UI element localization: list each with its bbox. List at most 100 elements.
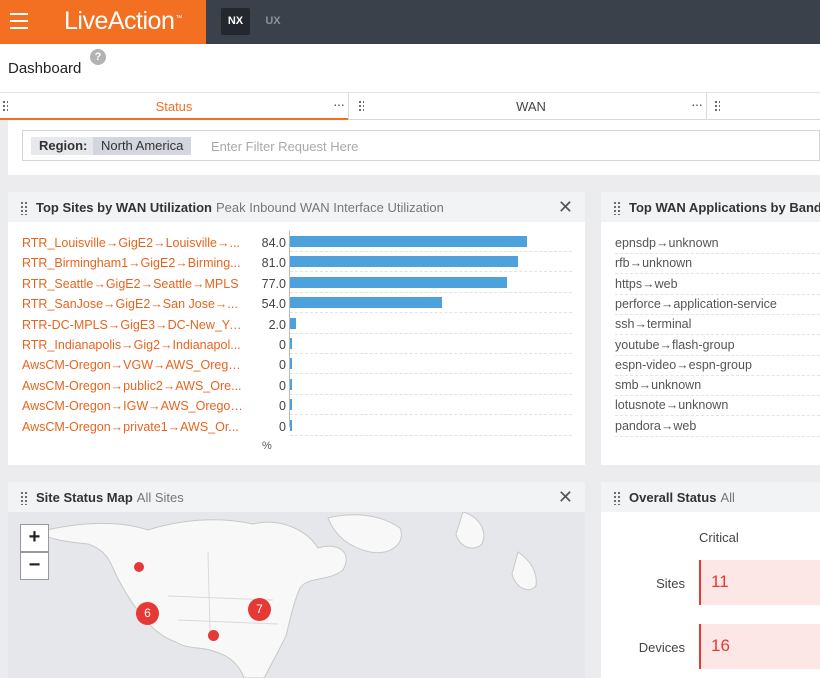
more-options-icon[interactable]: ···	[333, 96, 345, 112]
dashboard-tabs: Status ··· WAN ···	[0, 92, 820, 120]
widget-title: Overall Status All	[629, 490, 735, 505]
liveaction-logo[interactable]: LiveAction™	[64, 7, 182, 35]
list-item[interactable]: perforce→application-service	[615, 296, 777, 311]
bar[interactable]	[290, 358, 292, 370]
bar[interactable]	[290, 256, 519, 268]
list-item[interactable]: pandora→web	[615, 418, 697, 433]
overall-status-widget: Overall Status All Critical Sites 11 Devi…	[601, 482, 820, 678]
zoom-in-button[interactable]: +	[20, 524, 49, 552]
more-options-icon[interactable]: ···	[691, 96, 703, 112]
drag-handle-icon[interactable]	[714, 100, 720, 112]
grid-line	[290, 353, 572, 354]
hamburger-menu-icon[interactable]	[10, 13, 28, 29]
bar[interactable]	[290, 419, 292, 431]
site-link[interactable]: AwsCM-Oregon→VGW→AWS_Orego...	[22, 358, 244, 373]
bar[interactable]	[290, 236, 527, 247]
site-link[interactable]: RTR_Indianapolis→Gig2→Indianapol...	[22, 338, 241, 352]
tab-next[interactable]	[712, 93, 820, 120]
site-link[interactable]: RTR-DC-MPLS→GigE3→DC-New_Yor...	[22, 317, 244, 332]
list-item[interactable]: https→web	[615, 276, 678, 291]
tab-divider	[706, 93, 707, 120]
drag-handle-icon[interactable]	[613, 491, 621, 505]
bar[interactable]	[290, 297, 443, 309]
status-row-label: Devices	[638, 640, 685, 655]
filter-input[interactable]	[211, 135, 611, 157]
drag-handle-icon[interactable]	[20, 201, 28, 215]
site-value: 81.0	[261, 256, 286, 271]
filter-box[interactable]: Region: North America	[22, 130, 820, 161]
drag-handle-icon[interactable]	[20, 491, 28, 505]
close-icon[interactable]: ✕	[557, 197, 573, 217]
site-value: 0	[279, 338, 286, 352]
widget-title: Site Status Map All Sites	[36, 490, 184, 505]
site-marker[interactable]	[134, 562, 144, 572]
site-link[interactable]: RTR_Birmingham1→GigE2→Birming...	[22, 256, 241, 271]
bar[interactable]	[290, 317, 296, 329]
site-link[interactable]: AwsCM-Oregon→public2→AWS_Ore...	[22, 378, 242, 393]
site-link[interactable]: RTR_Louisville→GigE2→Louisville→...	[22, 236, 240, 250]
region-filter-value[interactable]: North America	[93, 137, 192, 155]
widget-header: Site Status Map All Sites ✕	[8, 482, 585, 512]
chart-axis	[289, 231, 290, 427]
row-divider	[615, 435, 820, 437]
table-row: RTR_Indianapolis→Gig2→Indianapol... 0	[22, 335, 582, 355]
widget-header: Top Sites by WAN Utilization Peak Inbound…	[8, 192, 585, 222]
list-item[interactable]: epnsdp→unknown	[615, 236, 719, 250]
grid-line	[290, 434, 572, 436]
site-link[interactable]: AwsCM-Oregon→private1→AWS_Or...	[22, 419, 239, 434]
widget-title: Top WAN Applications by Bandwi	[629, 200, 820, 215]
grid-line	[290, 414, 572, 416]
bar[interactable]	[290, 338, 292, 349]
site-map[interactable]: + − 6 7	[8, 512, 585, 678]
site-link[interactable]: AwsCM-Oregon→IGW→AWS_Oregon...	[22, 399, 244, 414]
list-item[interactable]: rfb→unknown	[615, 256, 693, 271]
site-cluster[interactable]: 6	[136, 602, 159, 625]
bar[interactable]	[290, 276, 508, 288]
site-link[interactable]: RTR_SanJose→GigE2→San Jose→...	[22, 297, 238, 312]
grid-line	[290, 393, 572, 395]
row-divider	[615, 313, 820, 315]
site-cluster[interactable]: 7	[248, 598, 271, 621]
widget-subtitle: All Sites	[136, 490, 184, 505]
drag-handle-icon[interactable]	[2, 100, 8, 112]
row-divider	[615, 293, 820, 295]
row-divider	[615, 395, 820, 397]
bar[interactable]	[290, 399, 292, 411]
site-value: 0	[279, 358, 286, 373]
zoom-out-button[interactable]: −	[20, 552, 49, 580]
site-marker[interactable]	[208, 630, 219, 641]
row-divider	[615, 415, 820, 417]
filter-bar: Region: North America	[8, 120, 820, 175]
site-link[interactable]: RTR_Seattle→GigE2→Seattle→MPLS	[22, 276, 239, 291]
widget-subtitle: Peak Inbound WAN Interface Utilization	[215, 200, 444, 215]
mode-tab-nx[interactable]: NX	[221, 8, 250, 35]
close-icon[interactable]: ✕	[557, 487, 573, 507]
brand-area: LiveAction™	[0, 0, 206, 44]
list-item[interactable]: smb→unknown	[615, 378, 702, 393]
drag-handle-icon[interactable]	[613, 201, 621, 215]
tab-status[interactable]: Status ···	[0, 93, 348, 120]
grid-line	[290, 271, 572, 273]
help-icon[interactable]: ?	[90, 49, 106, 65]
tab-divider	[348, 93, 349, 120]
list-item[interactable]: youtube→flash-group	[615, 337, 735, 352]
widget-header: Overall Status All	[601, 482, 820, 512]
list-item[interactable]: lotusnote→unknown	[615, 398, 729, 413]
widget-title: Top Sites by WAN Utilization Peak Inbound…	[36, 200, 444, 215]
column-header-critical: Critical	[699, 530, 739, 545]
critical-sites-count[interactable]: 11	[699, 560, 820, 605]
tab-wan[interactable]: WAN ···	[356, 93, 706, 120]
drag-handle-icon[interactable]	[358, 100, 364, 112]
list-item[interactable]: ssh→terminal	[615, 317, 692, 332]
row-divider	[615, 374, 820, 376]
top-apps-widget: Top WAN Applications by Bandwi epnsdp→un…	[601, 192, 820, 465]
mode-tab-ux[interactable]: UX	[265, 15, 281, 27]
site-value: 0	[279, 399, 286, 414]
bar[interactable]	[290, 378, 292, 390]
critical-devices-count[interactable]: 16	[699, 624, 820, 669]
list-item[interactable]: espn-video→espn-group	[615, 357, 752, 372]
grid-line	[290, 251, 572, 252]
table-row: RTR_Louisville→GigE2→Louisville→... 84.0	[22, 233, 582, 253]
widget-header: Top WAN Applications by Bandwi	[601, 192, 820, 222]
axis-unit-label: %	[262, 440, 272, 452]
